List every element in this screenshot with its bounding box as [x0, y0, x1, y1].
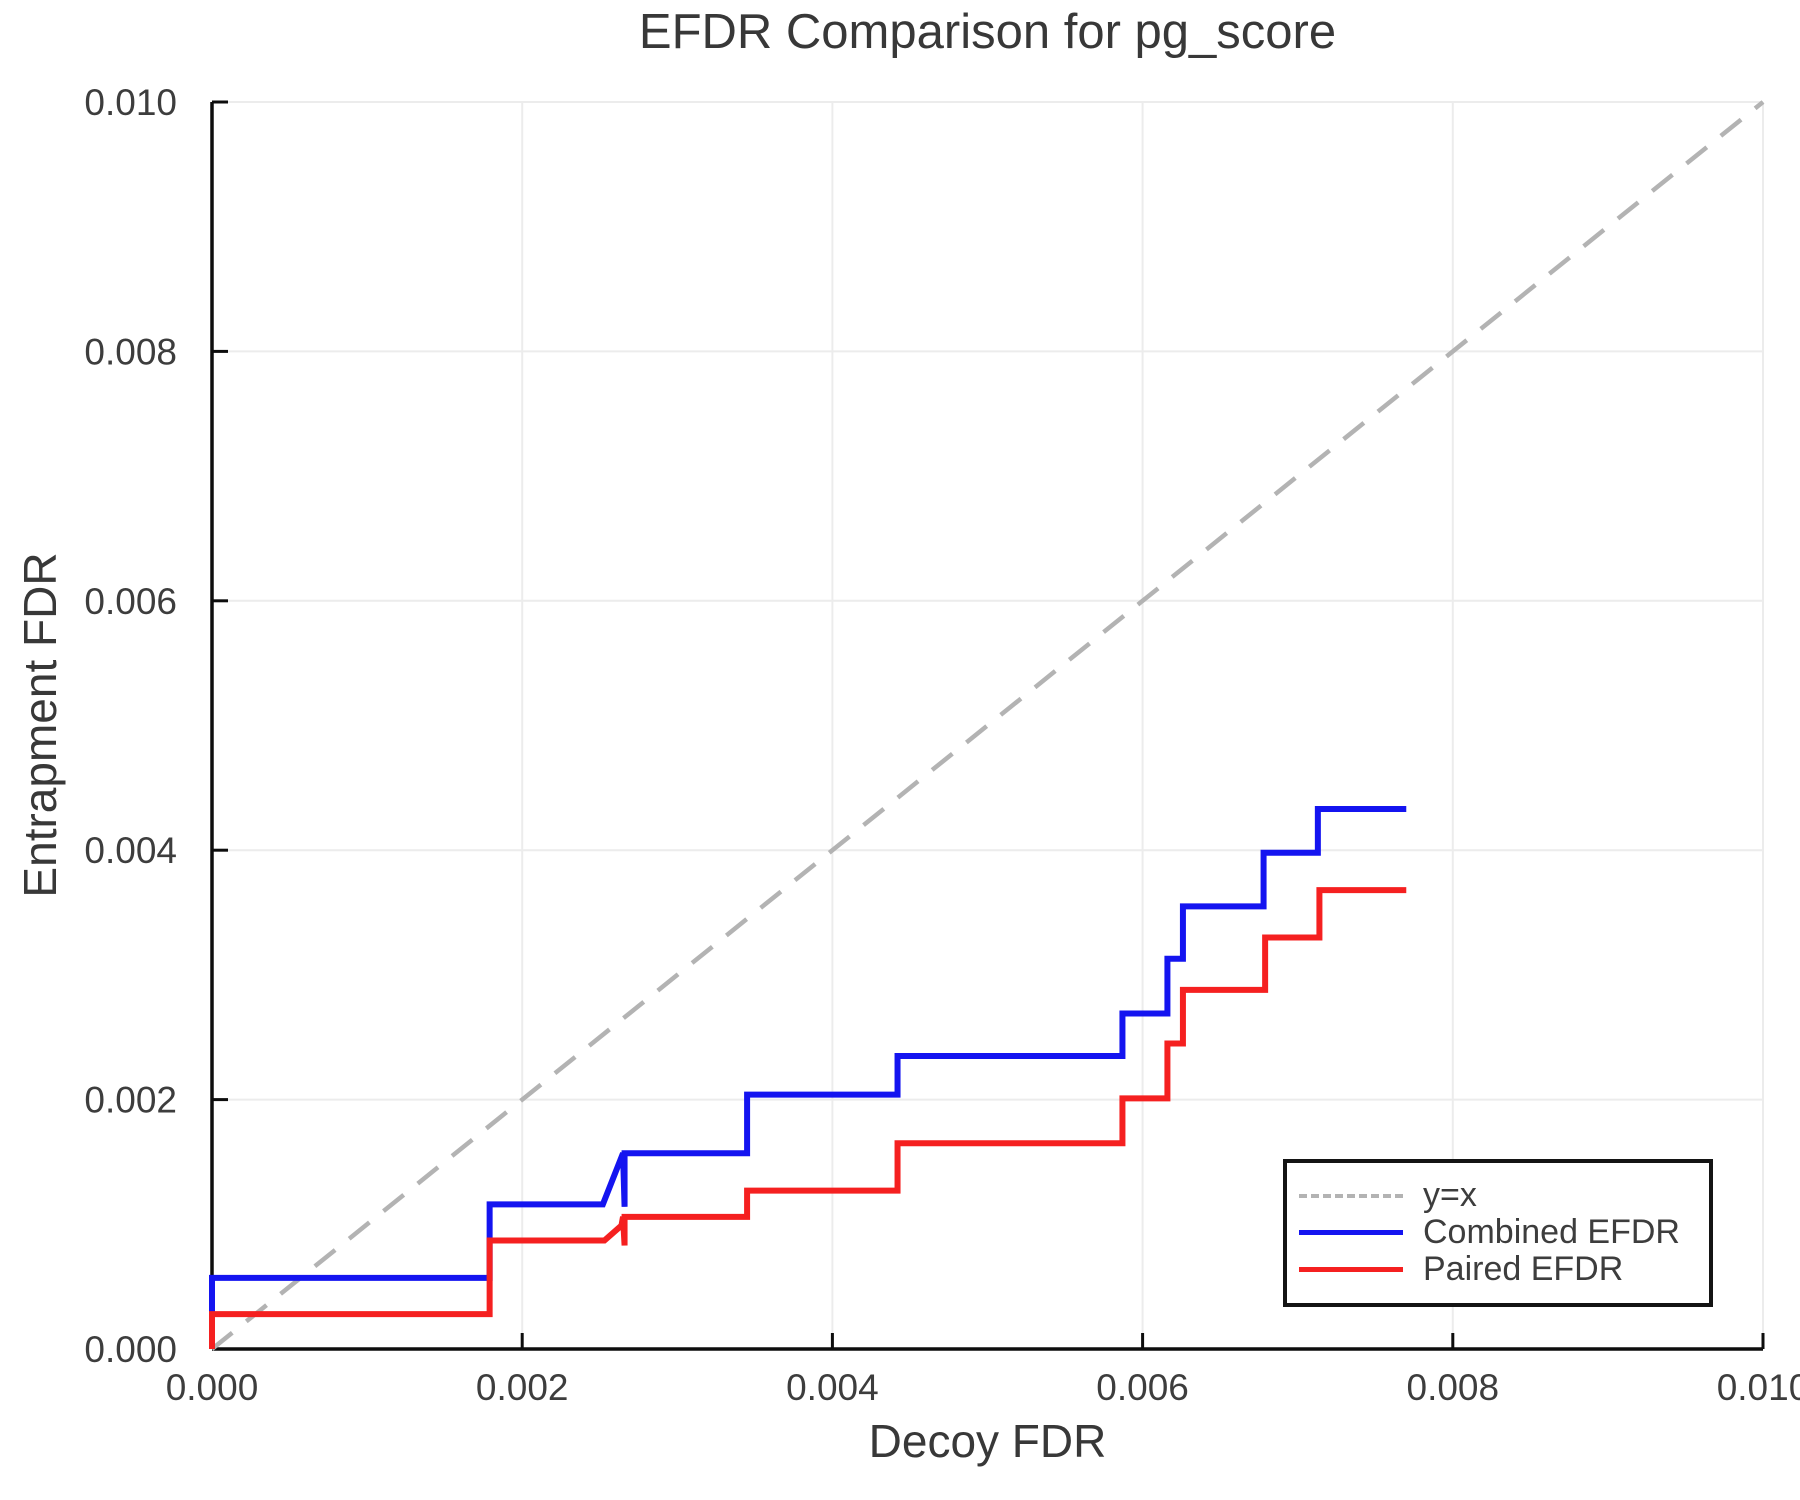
x-tick-label: 0.006 — [1096, 1367, 1189, 1408]
x-tick-label: 0.000 — [166, 1367, 259, 1408]
legend-label-paired-efdr: Paired EFDR — [1423, 1250, 1624, 1288]
y-tick-label: 0.006 — [84, 581, 177, 622]
x-tick-label: 0.002 — [476, 1367, 569, 1408]
chart-title: EFDR Comparison for pg_score — [638, 5, 1337, 59]
y-tick-label: 0.004 — [84, 830, 177, 871]
paired-efdr-line-sample — [1299, 1267, 1403, 1272]
x-tick-label: 0.008 — [1407, 1367, 1500, 1408]
yx-dashed-line-sample — [1299, 1193, 1403, 1198]
series-line-paired-efdr — [209, 887, 1407, 1349]
x-tick-label: 0.004 — [786, 1367, 879, 1408]
legend: y=x Combined EFDR Paired EFDR — [1283, 1159, 1713, 1307]
y-tick-label: 0.008 — [84, 331, 177, 372]
combined-efdr-line-sample — [1299, 1230, 1403, 1235]
x-axis-label: Decoy FDR — [868, 1415, 1107, 1467]
y-axis-label: Entrapment FDR — [14, 552, 66, 898]
legend-label-combined-efdr: Combined EFDR — [1423, 1213, 1680, 1251]
legend-item-paired-efdr: Paired EFDR — [1299, 1251, 1709, 1288]
y-tick-label: 0.002 — [84, 1080, 177, 1121]
x-tick-label: 0.010 — [1717, 1367, 1800, 1408]
legend-item-combined-efdr: Combined EFDR — [1299, 1214, 1709, 1251]
y-tick-label: 0.000 — [84, 1329, 177, 1370]
series-line-combined-efdr — [209, 806, 1407, 1349]
series-line-y-x — [210, 100, 1765, 1351]
y-tick-label: 0.010 — [84, 82, 177, 123]
legend-label-yx: y=x — [1423, 1176, 1477, 1214]
legend-item-yx: y=x — [1299, 1177, 1709, 1214]
